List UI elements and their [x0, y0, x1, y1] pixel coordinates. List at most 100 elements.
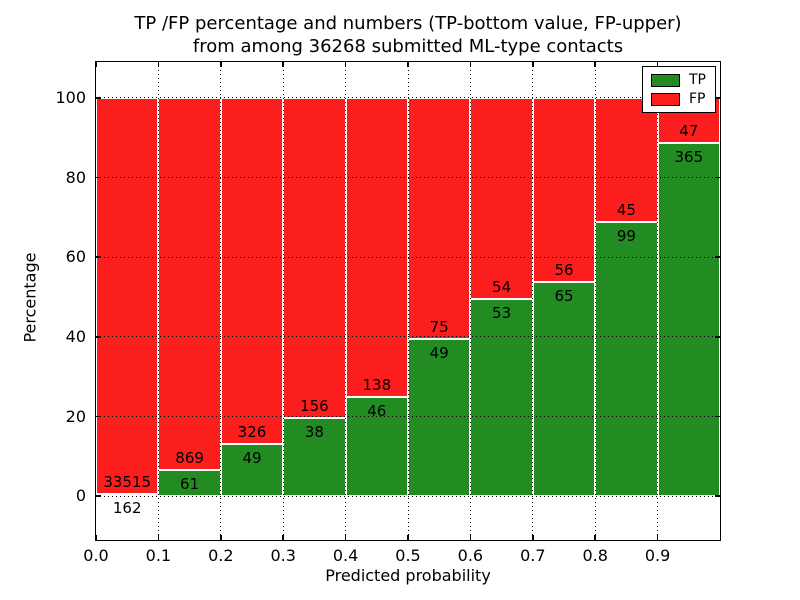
plot-area: 33515 162 869 61 326 49 156 38 138 46 75 49 54 53 56 65… [94, 60, 721, 541]
y-tick-mark [96, 176, 101, 179]
v-gridline [407, 62, 409, 540]
x-tick-mark [95, 535, 97, 540]
bar-fp-segment [595, 97, 658, 223]
x-tick-label: 0.2 [208, 546, 234, 565]
y-tick-mark [96, 415, 101, 418]
y-tick-mark [96, 336, 101, 338]
x-tick-label: 0.3 [270, 546, 296, 565]
v-gridline [157, 62, 159, 540]
y-tick-mark [715, 336, 720, 338]
bar-tp-segment [408, 338, 471, 497]
tp-count-label: 65 [554, 287, 574, 306]
y-tick-label: 80 [65, 167, 86, 187]
fp-count-label: 869 [175, 449, 204, 468]
y-tick-mark [715, 97, 720, 99]
x-tick-mark [469, 62, 472, 67]
y-tick-mark [96, 495, 101, 497]
bar-fp-segment [470, 97, 533, 299]
x-tick-mark [469, 535, 472, 540]
x-tick-mark [344, 62, 347, 67]
x-tick-mark [157, 62, 160, 67]
bar-fp-segment [408, 97, 471, 339]
y-tick-mark [715, 495, 720, 497]
bar-tp-segment [657, 143, 720, 497]
legend-label: TP [689, 72, 706, 88]
v-gridline [282, 62, 284, 540]
bar-fp-segment [283, 97, 346, 419]
bar-tp-segment [470, 298, 533, 497]
bar-tp-segment [220, 444, 284, 497]
x-tick-label: 0.7 [520, 546, 546, 565]
bar-tp-segment [595, 222, 658, 497]
x-tick-mark [594, 535, 596, 540]
x-tick-mark [344, 535, 347, 540]
tp-count-label: 46 [367, 401, 387, 420]
y-tick-label: 60 [65, 247, 86, 267]
fp-count-label: 54 [492, 277, 512, 296]
y-tick-mark [96, 256, 101, 258]
chart-title-line2: from among 36268 submitted ML-type conta… [192, 36, 624, 57]
bar-fp-segment [532, 97, 596, 283]
bar-fp-segment [220, 97, 284, 445]
x-axis-label: Predicted probability [325, 566, 491, 585]
v-gridline [594, 62, 596, 540]
x-tick-label: 0.4 [332, 546, 359, 565]
y-tick-mark [715, 256, 720, 258]
fp-count-label: 47 [679, 122, 699, 141]
x-tick-mark [157, 535, 160, 540]
v-gridline [345, 62, 347, 540]
x-tick-mark [656, 62, 659, 67]
y-tick-mark [96, 97, 101, 99]
legend-item-fp: FP [651, 92, 706, 106]
x-tick-label: 0.8 [582, 546, 608, 565]
bar-tp-segment [345, 396, 408, 497]
bar-fp-segment [345, 97, 408, 397]
tp-count-label: 49 [429, 343, 449, 362]
tp-count-label: 365 [674, 148, 704, 167]
y-axis-label: Percentage [20, 252, 40, 343]
x-tick-label: 0.9 [644, 546, 671, 565]
v-gridline [657, 62, 659, 540]
y-tick-label: 20 [65, 406, 86, 426]
x-tick-mark [532, 62, 534, 67]
bar-fp-segment [96, 97, 159, 495]
x-tick-label: 0.6 [457, 546, 484, 565]
fp-count-label: 138 [362, 375, 392, 394]
x-tick-label: 0.0 [83, 546, 109, 565]
tp-count-label: 162 [112, 499, 142, 518]
y-tick-mark [715, 415, 720, 418]
fp-count-label: 156 [300, 397, 329, 416]
y-tick-mark [715, 176, 720, 179]
bar-tp-segment [158, 470, 221, 497]
fp-count-label: 56 [554, 261, 574, 280]
tp-color-swatch [651, 73, 680, 87]
x-tick-mark [407, 62, 409, 67]
legend-label: FP [689, 91, 706, 107]
tp-count-label: 38 [304, 423, 324, 442]
bar-tp-segment [532, 282, 596, 497]
tp-count-label: 53 [492, 303, 512, 322]
x-tick-mark [220, 535, 222, 540]
legend-item-tp: TP [651, 73, 706, 87]
x-tick-mark [594, 62, 596, 67]
chart-title: TP /FP percentage and numbers (TP-bottom… [96, 12, 720, 58]
fp-count-label: 45 [616, 201, 636, 220]
bar-tp-segment [283, 418, 346, 497]
fp-count-label: 326 [237, 423, 267, 442]
v-gridline [469, 62, 471, 540]
x-tick-mark [282, 535, 284, 540]
x-tick-mark [532, 535, 534, 540]
x-tick-mark [220, 62, 222, 67]
y-tick-label: 0 [75, 486, 86, 506]
tp-count-label: 61 [180, 475, 200, 494]
x-tick-label: 0.5 [395, 546, 421, 565]
x-tick-mark [407, 535, 409, 540]
x-tick-mark [95, 62, 97, 67]
fp-color-swatch [651, 92, 680, 106]
legend: TP FP [642, 66, 716, 113]
tp-count-label: 99 [616, 227, 636, 246]
y-tick-label: 100 [55, 87, 86, 107]
fp-count-label: 33515 [103, 473, 152, 492]
chart-title-line1: TP /FP percentage and numbers (TP-bottom… [134, 13, 682, 34]
